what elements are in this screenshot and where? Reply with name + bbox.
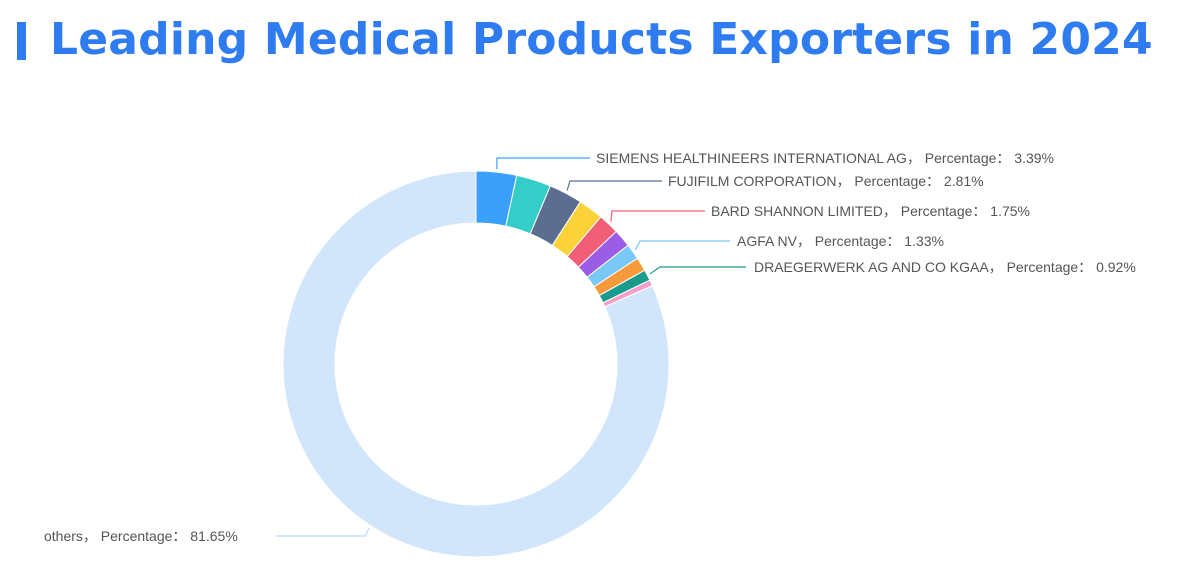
slice-label-fujifilm-corporation: FUJIFILM CORPORATION， Percentage： 2.81% [668, 173, 984, 189]
slice-labels: SIEMENS HEALTHINEERS INTERNATIONAL AG， P… [44, 150, 1136, 544]
slice-label-draegerwerk-ag-and-co-kgaa: DRAEGERWERK AG AND CO KGAA， Percentage： … [754, 259, 1136, 275]
chart-title: Leading Medical Products Exporters in 20… [50, 14, 1153, 65]
leader-line-others [276, 528, 370, 537]
slice-label-others: others， Percentage： 81.65% [44, 528, 238, 544]
slice-label-bard-shannon-limited: BARD SHANNON LIMITED， Percentage： 1.75% [711, 203, 1030, 219]
title-accent-bar [17, 22, 26, 60]
label-leader-lines [276, 157, 746, 537]
slice-others[interactable] [282, 170, 670, 558]
slice-label-siemens-healthineers-international-ag: SIEMENS HEALTHINEERS INTERNATIONAL AG， P… [596, 150, 1054, 166]
donut-slices [282, 170, 670, 558]
leader-line-siemens-healthineers-international-ag [496, 157, 590, 170]
leader-line-fujifilm-corporation [566, 180, 662, 191]
leader-line-bard-shannon-limited [610, 210, 705, 222]
leader-line-agfa-nv [634, 240, 730, 251]
leader-line-draegerwerk-ag-and-co-kgaa [649, 266, 746, 275]
slice-label-agfa-nv: AGFA NV， Percentage： 1.33% [737, 233, 944, 249]
